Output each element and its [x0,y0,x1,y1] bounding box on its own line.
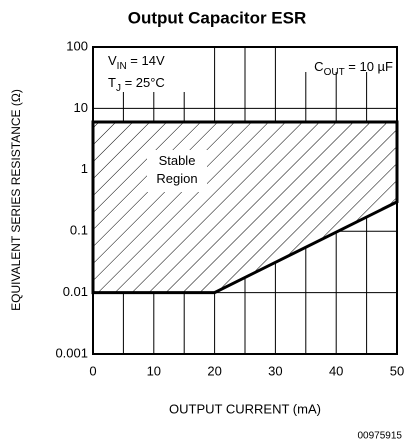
annotation-main: V [108,53,117,68]
footnote: 00975915 [358,431,403,442]
chart-title: Output Capacitor ESR [128,8,307,27]
annotation-main: T [108,75,116,90]
region-label-text: Region [156,171,197,186]
annotation: TJ = 25°C [108,75,165,93]
y-tick-label: 0.01 [63,284,88,299]
region-label-box [147,150,207,192]
x-tick-label: 0 [89,363,96,378]
plot-border [92,46,398,355]
x-tick-label: 30 [268,363,282,378]
y-tick-label: 10 [74,100,88,115]
annotation-rest: = 10 µF [345,59,393,74]
x-tick-label: 40 [329,363,343,378]
annotation-box [279,48,396,72]
annotation-rest: = 14V [127,53,165,68]
x-tick-label: 10 [147,363,161,378]
x-tick-label: 50 [390,363,404,378]
annotation: COUT = 10 µF [314,59,393,77]
y-tick-label: 100 [66,38,88,53]
annotation: VIN = 14V [108,53,165,71]
annotation-sub: IN [117,61,127,72]
annotation-sub: J [116,83,121,94]
annotation-sub: OUT [324,67,345,78]
y-tick-label: 1 [81,161,88,176]
y-tick-label: 0.1 [70,223,88,238]
y-tick-label: 0.001 [55,345,88,360]
annotation-box [94,48,212,92]
annotation-main: C [314,59,323,74]
annotation-rest: = 25°C [121,75,165,90]
y-axis-label: EQUIVALENT SERIES RESISTANCE (Ω) [9,89,23,311]
region-label-text: Stable [159,153,196,168]
x-axis-label: OUTPUT CURRENT (mA) [169,401,321,416]
x-tick-label: 20 [207,363,221,378]
region-label: Stable Region [156,153,197,186]
